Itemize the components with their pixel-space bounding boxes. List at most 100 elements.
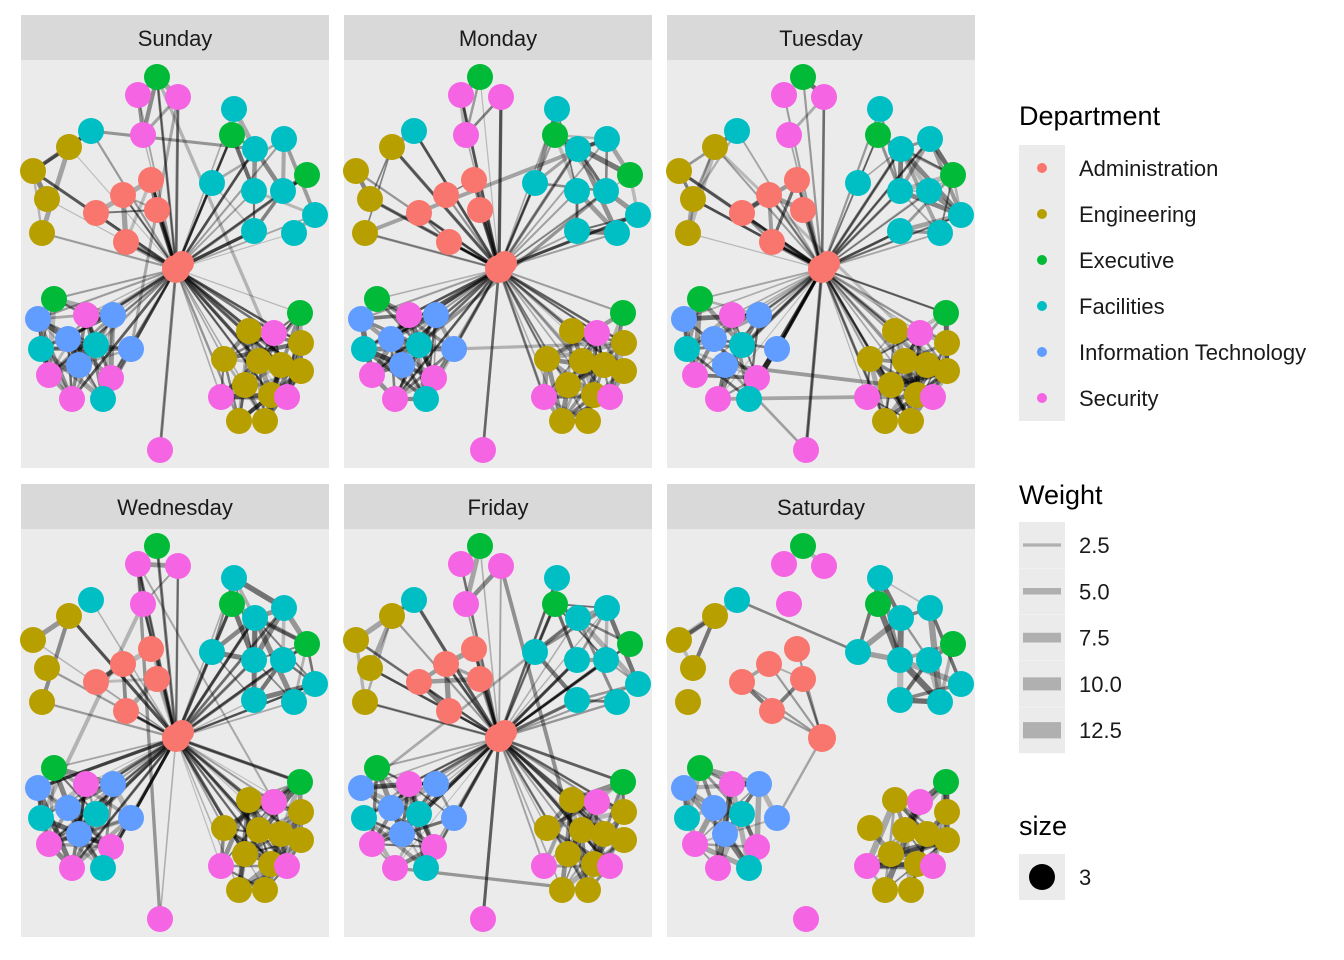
network-node xyxy=(764,336,790,362)
network-edge xyxy=(136,562,162,921)
network-edge xyxy=(175,232,295,270)
network-edge xyxy=(174,736,261,832)
network-node xyxy=(790,533,816,559)
network-node xyxy=(118,336,144,362)
network-edge xyxy=(174,606,286,740)
network-edge xyxy=(174,267,261,363)
network-node xyxy=(59,855,85,881)
network-node xyxy=(242,605,268,631)
network-node xyxy=(125,551,151,577)
network-node xyxy=(559,787,585,813)
legend-key-background xyxy=(1019,660,1065,707)
network-edge xyxy=(369,198,500,270)
network-edge xyxy=(175,190,284,270)
network-node xyxy=(467,64,493,90)
network-edge xyxy=(453,737,500,819)
network-node xyxy=(66,352,92,378)
network-node xyxy=(865,122,891,148)
network-node xyxy=(232,372,258,398)
network-edge xyxy=(444,662,501,740)
network-edge xyxy=(607,779,626,869)
network-node xyxy=(759,698,785,724)
size-legend-title: size xyxy=(1019,811,1067,841)
network-edge xyxy=(498,737,545,867)
network-node xyxy=(555,372,581,398)
network-node xyxy=(343,627,369,653)
network-node xyxy=(144,666,170,692)
network-node xyxy=(892,817,918,843)
facet-panel: Monday xyxy=(343,15,652,468)
network-edge xyxy=(497,147,580,271)
network-node xyxy=(564,687,590,713)
network-node xyxy=(364,286,390,312)
network-edge xyxy=(801,75,824,271)
network-node xyxy=(675,220,701,246)
network-node xyxy=(83,801,109,827)
network-node xyxy=(811,553,837,579)
network-edge xyxy=(364,701,500,739)
network-edge xyxy=(795,647,824,740)
network-node xyxy=(211,815,237,841)
network-edge xyxy=(417,267,501,347)
network-edge xyxy=(453,268,500,350)
network-edge xyxy=(795,178,824,271)
network-edge xyxy=(796,179,823,270)
network-node xyxy=(147,906,173,932)
network-node xyxy=(729,669,755,695)
network-edge xyxy=(731,268,823,316)
network-node xyxy=(364,755,390,781)
network-node xyxy=(940,631,966,657)
network-node xyxy=(593,178,619,204)
network-node xyxy=(170,251,194,275)
network-node xyxy=(625,671,651,697)
network-edge xyxy=(370,313,438,377)
network-edge xyxy=(691,129,739,201)
network-node xyxy=(281,689,307,715)
network-node xyxy=(555,841,581,867)
node-layer xyxy=(20,64,328,463)
network-edge xyxy=(821,268,906,362)
network-node xyxy=(522,639,548,665)
network-node xyxy=(604,689,630,715)
network-edge xyxy=(481,267,501,452)
network-node xyxy=(241,647,267,673)
network-node xyxy=(917,595,943,621)
network-node xyxy=(25,775,51,801)
network-node xyxy=(940,162,966,188)
network-node xyxy=(199,639,225,665)
network-node xyxy=(165,553,191,579)
network-node xyxy=(34,655,60,681)
network-edge xyxy=(156,545,177,739)
network-edge xyxy=(497,267,574,333)
network-node xyxy=(406,669,432,695)
network-node xyxy=(378,326,404,352)
network-node xyxy=(382,855,408,881)
network-edge xyxy=(820,137,932,271)
network-node xyxy=(888,605,914,631)
network-edge xyxy=(691,197,824,271)
network-edge xyxy=(418,268,500,346)
network-node xyxy=(907,320,933,346)
network-node xyxy=(138,636,164,662)
network-edge xyxy=(417,736,501,816)
network-edge xyxy=(498,138,608,270)
node-layer xyxy=(343,64,651,463)
network-edge xyxy=(40,700,178,740)
network-node xyxy=(784,636,810,662)
network-edge xyxy=(881,798,924,894)
network-node xyxy=(389,821,415,847)
network-edge xyxy=(479,545,500,739)
legend-label: Engineering xyxy=(1079,202,1196,227)
network-node xyxy=(920,853,946,879)
network-node xyxy=(701,326,727,352)
network-edge xyxy=(775,736,824,820)
network-node xyxy=(130,122,156,148)
legend-key-background xyxy=(1019,522,1065,568)
network-node xyxy=(461,636,487,662)
network-edge xyxy=(481,267,501,452)
network-edge xyxy=(129,736,178,820)
network-node xyxy=(343,158,369,184)
network-edge xyxy=(70,267,178,401)
network-node xyxy=(271,595,297,621)
network-edge xyxy=(47,313,115,377)
